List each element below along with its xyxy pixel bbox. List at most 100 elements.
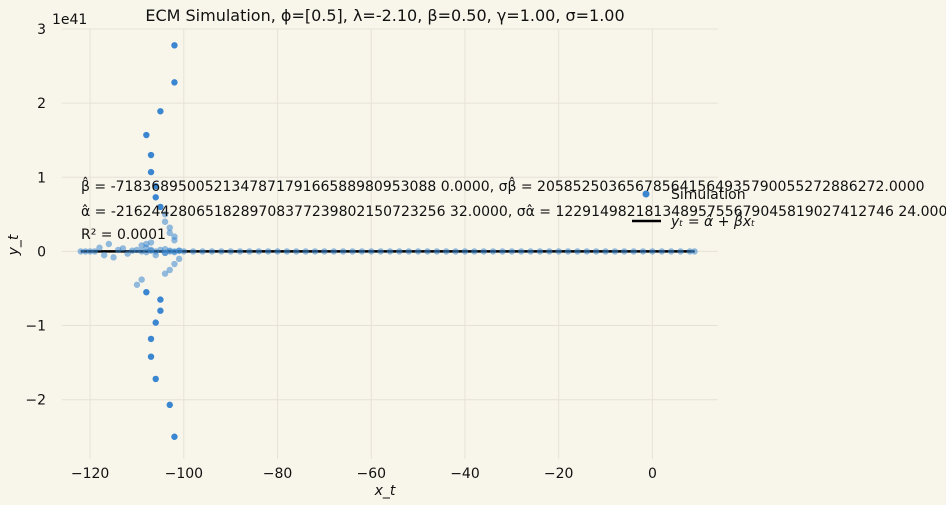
- data-point: [349, 248, 356, 255]
- x-tick-label: −80: [263, 466, 293, 482]
- data-point: [658, 248, 665, 255]
- data-point: [630, 248, 637, 255]
- data-point: [677, 248, 684, 255]
- x-tick-label: −20: [544, 466, 574, 482]
- data-point: [180, 248, 188, 255]
- data-point: [508, 248, 516, 255]
- x-tick-label: −120: [71, 466, 109, 482]
- data-point: [157, 203, 164, 211]
- data-point: [611, 248, 619, 255]
- data-point: [433, 248, 441, 255]
- data-point: [639, 248, 647, 255]
- data-point: [175, 247, 183, 254]
- data-point: [227, 248, 234, 255]
- data-point: [91, 248, 99, 255]
- legend-marker-simulation: [642, 190, 650, 198]
- data-point: [171, 42, 178, 49]
- data-point: [147, 151, 155, 159]
- data-point: [218, 248, 225, 255]
- data-point: [574, 248, 581, 255]
- data-point: [649, 248, 656, 255]
- data-point: [100, 251, 108, 259]
- data-point: [152, 194, 159, 201]
- data-point: [583, 248, 590, 255]
- data-point: [283, 248, 291, 255]
- data-point: [119, 245, 127, 252]
- data-point: [621, 248, 628, 255]
- data-point: [105, 240, 113, 248]
- data-point: [161, 211, 169, 218]
- data-point: [157, 307, 164, 314]
- data-point: [471, 248, 478, 255]
- data-point: [157, 246, 164, 254]
- data-point: [161, 218, 169, 225]
- y-tick-label: −1: [25, 319, 46, 335]
- data-point: [691, 248, 698, 255]
- x-tick-labels: −120 −100 −80 −60 −40 −20 0: [71, 466, 657, 482]
- data-point: [199, 248, 206, 255]
- data-point: [138, 276, 145, 283]
- data-point: [166, 401, 173, 409]
- beta-annotation: β̂ = -7183689500521347871791665889809530…: [81, 176, 925, 195]
- data-point: [166, 266, 173, 274]
- data-point: [264, 248, 272, 255]
- data-point: [414, 248, 422, 255]
- data-point: [157, 296, 164, 303]
- data-point: [143, 131, 150, 139]
- data-point: [358, 248, 366, 255]
- data-point: [171, 260, 178, 268]
- data-point: [86, 248, 94, 255]
- data-point: [124, 250, 131, 257]
- data-point: [396, 248, 403, 255]
- data-point: [311, 248, 319, 255]
- data-point: [147, 335, 155, 343]
- data-point: [499, 248, 506, 255]
- chart-title: ECM Simulation, ϕ=[0.5], λ=-2.10, β=0.50…: [145, 6, 624, 25]
- data-point: [386, 248, 394, 255]
- r2-annotation: R² = 0.0001: [81, 227, 166, 243]
- data-point: [480, 248, 487, 255]
- data-point: [147, 353, 155, 360]
- y-axis-label: y_t: [6, 234, 22, 256]
- data-point: [377, 248, 384, 255]
- data-point: [321, 248, 328, 255]
- data-point: [152, 375, 159, 383]
- data-point: [536, 248, 544, 255]
- points-layer: [77, 42, 698, 440]
- y-tick-labels: −2 −1 0 1 2 3: [25, 22, 46, 409]
- data-point: [208, 248, 216, 255]
- data-point: [171, 79, 178, 86]
- data-point: [147, 247, 155, 254]
- data-point: [143, 288, 150, 296]
- data-point: [302, 248, 309, 255]
- data-point: [171, 237, 178, 244]
- data-point: [274, 248, 281, 255]
- x-tick-label: −60: [356, 466, 386, 482]
- x-axis-label: x_t: [374, 483, 396, 499]
- y-tick-label: 3: [37, 22, 46, 38]
- data-point: [564, 248, 572, 255]
- data-point: [138, 248, 145, 255]
- y-tick-label: 1: [37, 170, 46, 186]
- y-multiplier: 1e41: [52, 12, 87, 28]
- data-point: [110, 254, 117, 261]
- alpha-annotation: α̂ = -2162442806518289708377239802150723…: [81, 204, 946, 220]
- data-point: [246, 248, 253, 255]
- data-point: [489, 248, 497, 255]
- data-point: [161, 270, 169, 277]
- data-point: [133, 281, 141, 288]
- data-point: [255, 248, 262, 255]
- x-tick-label: −100: [165, 466, 203, 482]
- data-point: [175, 255, 183, 263]
- data-point: [96, 244, 103, 251]
- data-point: [190, 248, 197, 255]
- data-point: [152, 182, 159, 190]
- x-tick-label: −40: [450, 466, 480, 482]
- data-point: [171, 433, 178, 440]
- x-tick-label: 0: [648, 466, 657, 482]
- data-point: [166, 224, 173, 231]
- data-point: [143, 240, 150, 248]
- data-point: [518, 248, 525, 255]
- data-point: [157, 108, 164, 115]
